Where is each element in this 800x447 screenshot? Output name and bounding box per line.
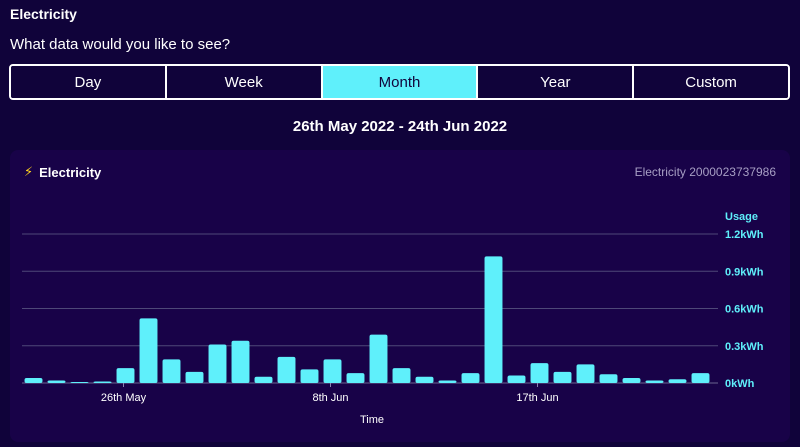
bar xyxy=(24,378,43,383)
bar xyxy=(162,359,181,383)
tab-custom[interactable]: Custom xyxy=(634,66,788,98)
bar xyxy=(185,371,204,383)
card-title-label: Electricity xyxy=(39,164,102,180)
bar xyxy=(139,318,158,383)
bar xyxy=(668,379,687,383)
bar xyxy=(254,376,273,383)
bar xyxy=(576,364,595,383)
y-tick-label: 1.2kWh xyxy=(725,229,764,241)
bar xyxy=(484,256,503,383)
bar xyxy=(507,375,526,383)
x-tick-label: 17th Jun xyxy=(516,392,558,404)
bar xyxy=(461,373,480,383)
bar xyxy=(277,356,296,383)
tab-week[interactable]: Week xyxy=(166,66,323,98)
meter-label: Electricity 2000023737986 xyxy=(634,165,776,179)
x-tick-label: 26th May xyxy=(101,392,147,404)
bar xyxy=(622,378,641,383)
bar xyxy=(346,373,365,383)
bar xyxy=(300,369,319,383)
y-axis-title: Usage xyxy=(725,211,758,223)
card-title: ⚡ Electricity xyxy=(24,164,101,180)
bar xyxy=(691,373,710,383)
bar xyxy=(116,368,135,383)
bar xyxy=(93,381,112,383)
page-title: Electricity xyxy=(10,6,77,22)
bar xyxy=(645,380,664,383)
bar xyxy=(530,363,549,383)
period-tabs: Day Week Month Year Custom xyxy=(9,64,790,100)
bar xyxy=(415,376,434,383)
bar xyxy=(231,340,250,383)
x-axis-title: Time xyxy=(360,414,384,426)
bar xyxy=(599,374,618,383)
tab-day[interactable]: Day xyxy=(11,66,167,98)
data-question: What data would you like to see? xyxy=(10,36,231,53)
bar xyxy=(47,380,66,383)
bar xyxy=(208,344,227,383)
bar xyxy=(438,380,457,383)
y-tick-label: 0.3kWh xyxy=(725,341,764,353)
y-tick-label: 0kWh xyxy=(725,378,755,390)
y-tick-label: 0.9kWh xyxy=(725,266,764,278)
bar xyxy=(70,382,89,383)
bar xyxy=(553,371,572,383)
bar xyxy=(369,334,388,383)
date-range: 26th May 2022 - 24th Jun 2022 xyxy=(292,118,508,135)
tab-year[interactable]: Year xyxy=(478,66,635,98)
electricity-usage-card: ⚡ Electricity Electricity 2000023737986 … xyxy=(10,150,790,442)
y-tick-label: 0.6kWh xyxy=(725,304,764,316)
x-tick-label: 8th Jun xyxy=(312,392,348,404)
bar xyxy=(392,368,411,383)
usage-bar-chart: 0kWh 0.3kWh 0.6kWh 0.9kWh 1.2kWh Usage 26th Ma… xyxy=(22,211,764,426)
tab-month[interactable]: Month xyxy=(322,66,479,98)
lightning-bolt-icon: ⚡ xyxy=(24,164,34,179)
bar xyxy=(323,359,342,383)
